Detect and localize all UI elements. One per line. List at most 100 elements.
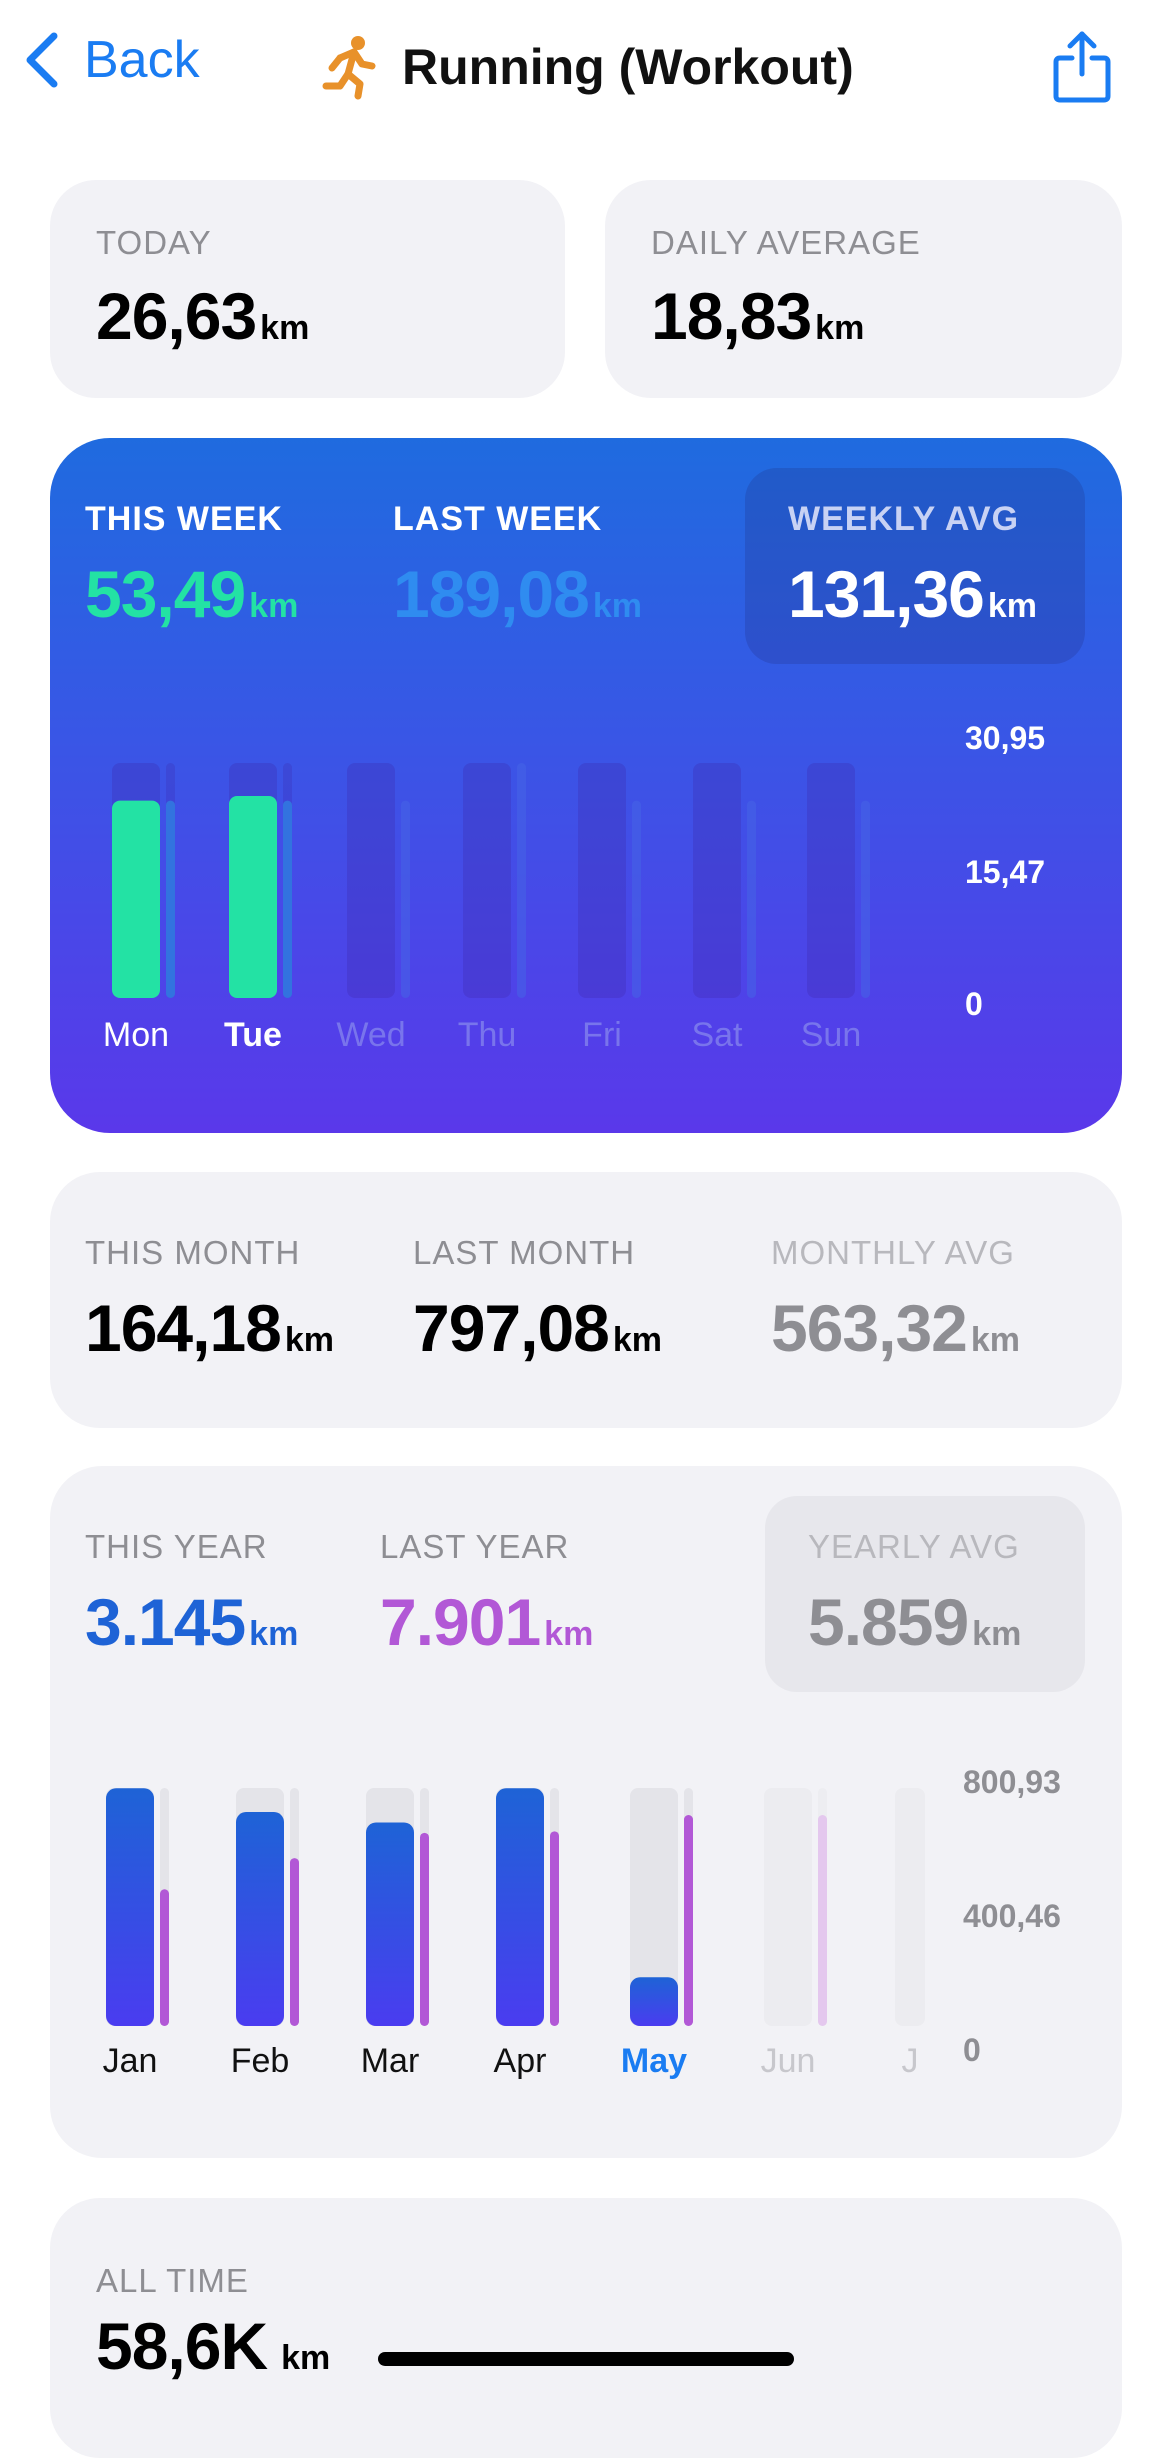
- this-year-label: THIS YEAR: [85, 1528, 268, 1565]
- this-year-value: 3.145 km: [85, 1584, 298, 1660]
- last-month-number: 797,08: [413, 1291, 610, 1365]
- last-week-value: 189,08 km: [393, 556, 642, 632]
- week-track-thu: [463, 763, 511, 998]
- year-track-j: [895, 1788, 925, 2026]
- year-this-bar-mar: [366, 1822, 414, 2026]
- year-last-bar-mar: [420, 1832, 429, 2026]
- year-month-label-feb: Feb: [230, 2042, 290, 2080]
- this-week-value: 53,49 km: [85, 556, 298, 632]
- week-tick-zero: 0: [965, 986, 983, 1022]
- this-week-unit: km: [249, 587, 299, 625]
- year-this-bar-jan: [106, 1788, 154, 2026]
- running-icon: [322, 36, 376, 100]
- daily-average-value: 18,83 km: [651, 278, 864, 354]
- week-day-label-mon: Mon: [102, 1016, 170, 1054]
- last-week-label: LAST WEEK: [393, 500, 603, 538]
- year-this-bar-feb: [236, 1812, 284, 2026]
- chevron-left-icon: [26, 32, 58, 88]
- week-this-bar-mon: [112, 800, 160, 998]
- week-day-label-sat: Sat: [691, 1016, 743, 1054]
- this-year-number: 3.145: [85, 1585, 246, 1659]
- week-last-bar-mon: [166, 800, 175, 998]
- back-label: Back: [84, 31, 200, 89]
- this-year-unit: km: [249, 1615, 299, 1653]
- weekly-avg-box: [745, 468, 1085, 664]
- share-icon[interactable]: [1052, 28, 1112, 104]
- yearly-avg-label: YEARLY AVG: [808, 1528, 1020, 1565]
- year-month-label-may: May: [620, 2042, 688, 2080]
- last-month-unit: km: [612, 1321, 663, 1359]
- week-this-bar-tue: [229, 796, 277, 998]
- last-month-value: 797,08 km: [413, 1290, 662, 1366]
- all-time-value: 58,6K km: [96, 2308, 330, 2384]
- weekly-bar-chart: [112, 763, 870, 998]
- weekly-avg-label: WEEKLY AVG: [788, 500, 1020, 538]
- today-value: 26,63 km: [96, 278, 309, 354]
- yearly-avg-value: 5.859 km: [808, 1584, 1021, 1660]
- week-last-bar-sat: [747, 800, 756, 998]
- this-month-label: THIS MONTH: [85, 1234, 301, 1271]
- monthly-avg-label: MONTHLY AVG: [771, 1234, 1015, 1271]
- last-week-unit: km: [592, 587, 643, 625]
- year-month-label-jan: Jan: [102, 2042, 158, 2080]
- week-day-label-tue: Tue: [224, 1016, 282, 1054]
- daily-average-number: 18,83: [651, 279, 812, 353]
- week-track-wed: [347, 763, 395, 998]
- page-title: Running (Workout): [318, 34, 854, 100]
- year-last-bar-apr: [550, 1831, 559, 2026]
- year-month-label-apr: Apr: [493, 2042, 547, 2080]
- weekly-avg-unit: km: [987, 587, 1038, 625]
- week-last-bar-wed: [401, 800, 410, 998]
- all-time-number: 58,6K: [96, 2309, 268, 2383]
- last-year-label: LAST YEAR: [380, 1528, 570, 1565]
- last-year-value: 7.901 km: [380, 1584, 593, 1660]
- today-unit: km: [260, 309, 310, 347]
- today-number: 26,63: [96, 279, 257, 353]
- monthly-avg-number: 563,32: [771, 1291, 968, 1365]
- week-tick-top: 30,95: [965, 720, 1046, 756]
- year-track-may: [630, 1788, 678, 2026]
- week-day-label-sun: Sun: [800, 1016, 862, 1054]
- this-week-number: 53,49: [85, 557, 246, 631]
- week-day-label-fri: Fri: [582, 1016, 622, 1054]
- yearly-avg-unit: km: [972, 1615, 1022, 1653]
- today-label: TODAY: [96, 224, 212, 261]
- year-last-bar-jan: [160, 1889, 169, 2026]
- week-last-track-mon: [166, 763, 175, 998]
- home-indicator[interactable]: [378, 2352, 794, 2366]
- back-button[interactable]: Back: [22, 30, 200, 90]
- yearly-bar-chart: [106, 1788, 925, 2026]
- this-week-label: THIS WEEK: [85, 500, 283, 538]
- today-card: TODAY 26,63 km: [50, 180, 565, 398]
- year-this-bar-may: [630, 1977, 678, 2026]
- week-last-bar-sun: [861, 800, 870, 998]
- year-this-bar-apr: [496, 1788, 544, 2026]
- week-track-sun: [807, 763, 855, 998]
- yearly-avg-number: 5.859: [808, 1585, 969, 1659]
- weekly-avg-number: 131,36: [788, 557, 985, 631]
- year-month-label-mar: Mar: [360, 2042, 420, 2080]
- year-tick-mid: 400,46: [963, 1898, 1061, 1934]
- last-year-unit: km: [544, 1615, 594, 1653]
- year-track-jun: [764, 1788, 812, 2026]
- daily-average-unit: km: [815, 309, 865, 347]
- daily-average-label: DAILY AVERAGE: [651, 224, 921, 261]
- week-last-track-tue: [283, 763, 292, 998]
- last-year-number: 7.901: [380, 1585, 541, 1659]
- yearly-card: THIS YEAR 3.145 km LAST YEAR 7.901 km YEAR…: [50, 1466, 1122, 2158]
- year-last-bar-may: [684, 1815, 693, 2026]
- week-track-sat: [693, 763, 741, 998]
- monthly-card: THIS MONTH 164,18 km LAST MONTH 797,08 km …: [50, 1172, 1122, 1428]
- all-time-card: ALL TIME 58,6K km: [50, 2198, 1122, 2458]
- all-time-label: ALL TIME: [96, 2262, 249, 2299]
- monthly-avg-unit: km: [970, 1321, 1021, 1359]
- all-time-unit: km: [281, 2339, 331, 2377]
- year-tick-zero: 0: [963, 2032, 981, 2068]
- week-last-bar-thu: [517, 763, 526, 998]
- year-month-label-j: J: [901, 2042, 919, 2080]
- week-last-bar-fri: [632, 800, 641, 998]
- last-week-number: 189,08: [393, 557, 590, 631]
- week-day-label-thu: Thu: [457, 1016, 517, 1054]
- this-month-number: 164,18: [85, 1291, 282, 1365]
- year-last-bar-feb: [290, 1858, 299, 2026]
